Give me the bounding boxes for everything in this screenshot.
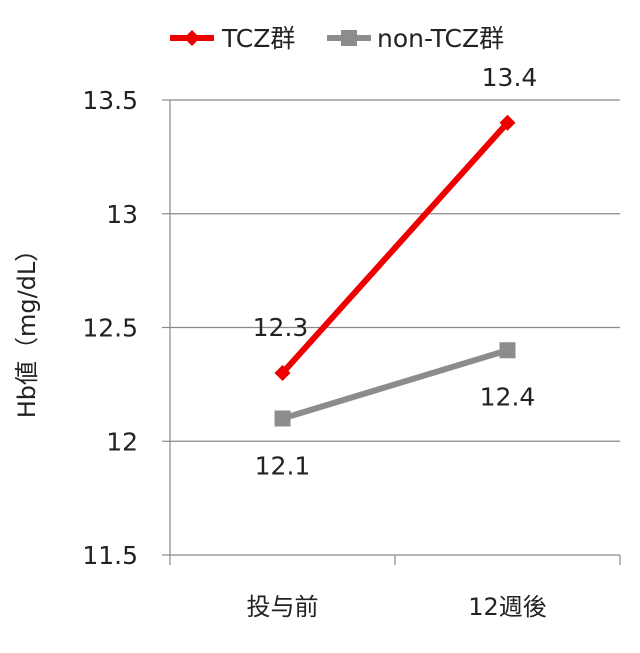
y-tick-label: 12 bbox=[106, 427, 138, 456]
axes: 11.5 12 12.5 13 13.5 投与前 12週後 bbox=[82, 86, 621, 621]
data-point-diamond bbox=[274, 365, 291, 381]
series-line bbox=[279, 119, 511, 376]
legend-marker-diamond bbox=[184, 30, 200, 46]
data-label: 12.4 bbox=[480, 382, 536, 411]
y-tick-label: 12.5 bbox=[82, 314, 138, 343]
y-tick-label: 11.5 bbox=[82, 541, 138, 570]
series-line bbox=[279, 347, 511, 422]
y-tick-label: 13 bbox=[106, 200, 138, 229]
data-point-diamond bbox=[499, 114, 516, 131]
data-label: 12.1 bbox=[255, 452, 311, 481]
grid-lines bbox=[170, 99, 620, 556]
legend: TCZ群 non-TCZ群 bbox=[170, 24, 504, 53]
data-point-square bbox=[499, 342, 516, 359]
y-axis-label: Hb値（mg/dL） bbox=[13, 238, 41, 419]
x-category-label: 12週後 bbox=[468, 593, 547, 621]
legend-label: TCZ群 bbox=[221, 24, 295, 53]
legend-label: non-TCZ群 bbox=[377, 24, 504, 53]
data-labels: 12.3 13.4 12.1 12.4 bbox=[253, 63, 538, 481]
series-lines bbox=[274, 114, 516, 427]
y-tick-label: 13.5 bbox=[82, 86, 138, 115]
legend-marker-square bbox=[341, 30, 357, 46]
data-label: 13.4 bbox=[482, 63, 538, 92]
data-point-square bbox=[274, 410, 291, 427]
data-label: 12.3 bbox=[253, 313, 309, 342]
x-category-label: 投与前 bbox=[247, 593, 319, 621]
